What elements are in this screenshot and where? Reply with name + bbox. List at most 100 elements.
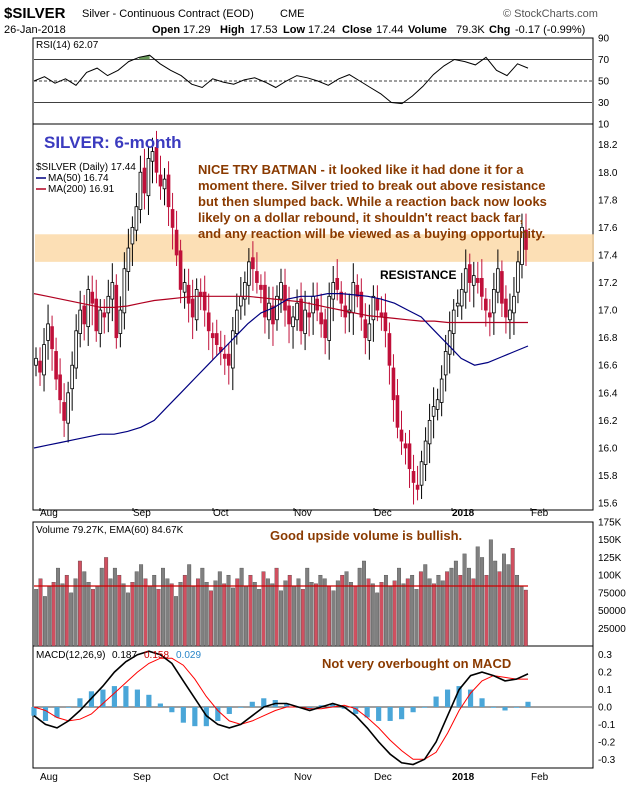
candle-body [210,333,215,339]
volume-tick-label: 125K [598,553,622,564]
volume-bar [515,574,520,647]
candle-body [371,295,376,321]
candle-body [263,284,267,318]
macd-histogram-bar [123,686,129,707]
volume-bar [134,571,139,647]
candle-body [427,419,432,445]
volume-bar [353,585,358,647]
volume-bar [423,564,428,647]
candle-body [243,282,247,300]
candle-body [275,295,279,321]
volume-bar [161,567,165,647]
close-value: 17.44 [376,24,404,36]
candle-body [504,298,508,318]
volume-bar [432,583,436,647]
candle-body [471,275,476,286]
volume-bar [196,578,200,647]
macd-histogram-bar [433,696,439,707]
macd-tick-label: 0.0 [598,703,612,714]
volume-bar [222,583,227,647]
volume-bar [217,571,222,647]
candle-body [94,298,99,332]
volume-bar [130,582,135,647]
x-axis-label-lower: Nov [294,772,312,783]
price-tick-label: 15.6 [598,499,618,510]
macd-histogram-bar [226,707,232,714]
candle-body [62,402,66,421]
volume-bar [108,578,113,647]
volume-bar [436,574,441,647]
volume-bar [322,578,327,647]
rsi-overbought-fill [139,55,150,60]
candle-body [387,333,392,366]
candle-body [403,443,408,449]
x-axis-label-upper: Nov [294,508,312,519]
candle-body [520,226,524,266]
macd-histogram-bar [261,698,267,707]
volume-bar [340,574,345,647]
candle-body [182,282,187,293]
volume-bar [252,582,257,647]
annotation-line-3: but then slumped back. While a reaction … [198,194,547,209]
candle-body [279,282,283,300]
candle-body [46,323,50,341]
volume-bar [51,582,56,647]
candle-body [150,151,155,162]
candle-body [58,374,62,401]
volume-bar [191,585,196,647]
volume-bar [462,553,467,647]
macd-histogram-bar [399,707,405,720]
rsi-tick-label: 10 [598,120,610,131]
candle-body [303,309,307,334]
volume-bar [467,567,471,647]
candle-body [339,291,344,304]
candle-body [287,305,291,325]
volume-bar [287,574,292,647]
candle-body [512,295,516,314]
volume-bar [152,574,157,647]
volume-bar [357,567,362,647]
volume-bar [397,567,401,647]
volume-bar [77,560,82,647]
volume-bar [344,571,349,647]
volume-bar [230,587,235,647]
candle-body [411,470,416,483]
macd-tick-label: 0.3 [598,650,612,661]
volume-tick-label: 175K [598,518,622,529]
volume-bar [182,574,187,647]
candle-body [323,319,327,339]
candle-body [391,367,396,401]
macd-histogram-bar [100,689,106,707]
candle-body [142,167,147,194]
macd-histogram-bar [376,707,382,721]
volume-annotation: Good upside volume is bullish. [270,528,462,543]
volume-bar [331,590,336,647]
macd-histogram-bar [307,707,313,709]
macd-histogram-bar [169,707,175,713]
candle-body [255,271,259,283]
volume-bar [279,590,283,647]
candle-body [327,295,332,341]
volume-bar [117,574,122,647]
volume-bar [270,583,275,647]
volume-bar [82,571,87,647]
volume-bar [174,596,179,647]
volume-bar [139,564,144,647]
candle-body [202,291,207,311]
price-tick-label: 15.8 [598,471,618,482]
candle-body [186,284,191,304]
candle-body [178,250,183,290]
volume-tick-label: 25000 [598,624,626,635]
volume-bar [383,574,388,647]
candle-body [126,247,131,272]
candle-body [508,309,512,321]
candle-body [82,305,87,325]
x-axis-label-lower: Aug [40,772,58,783]
volume-bar [388,585,393,647]
macd-histogram-bar [180,707,186,723]
macd-histogram-bar [31,707,37,716]
volume-bar [69,592,74,647]
rsi-legend: RSI(14) 62.07 [36,40,99,51]
volume-bar [187,564,192,647]
volume-bar [523,589,528,647]
